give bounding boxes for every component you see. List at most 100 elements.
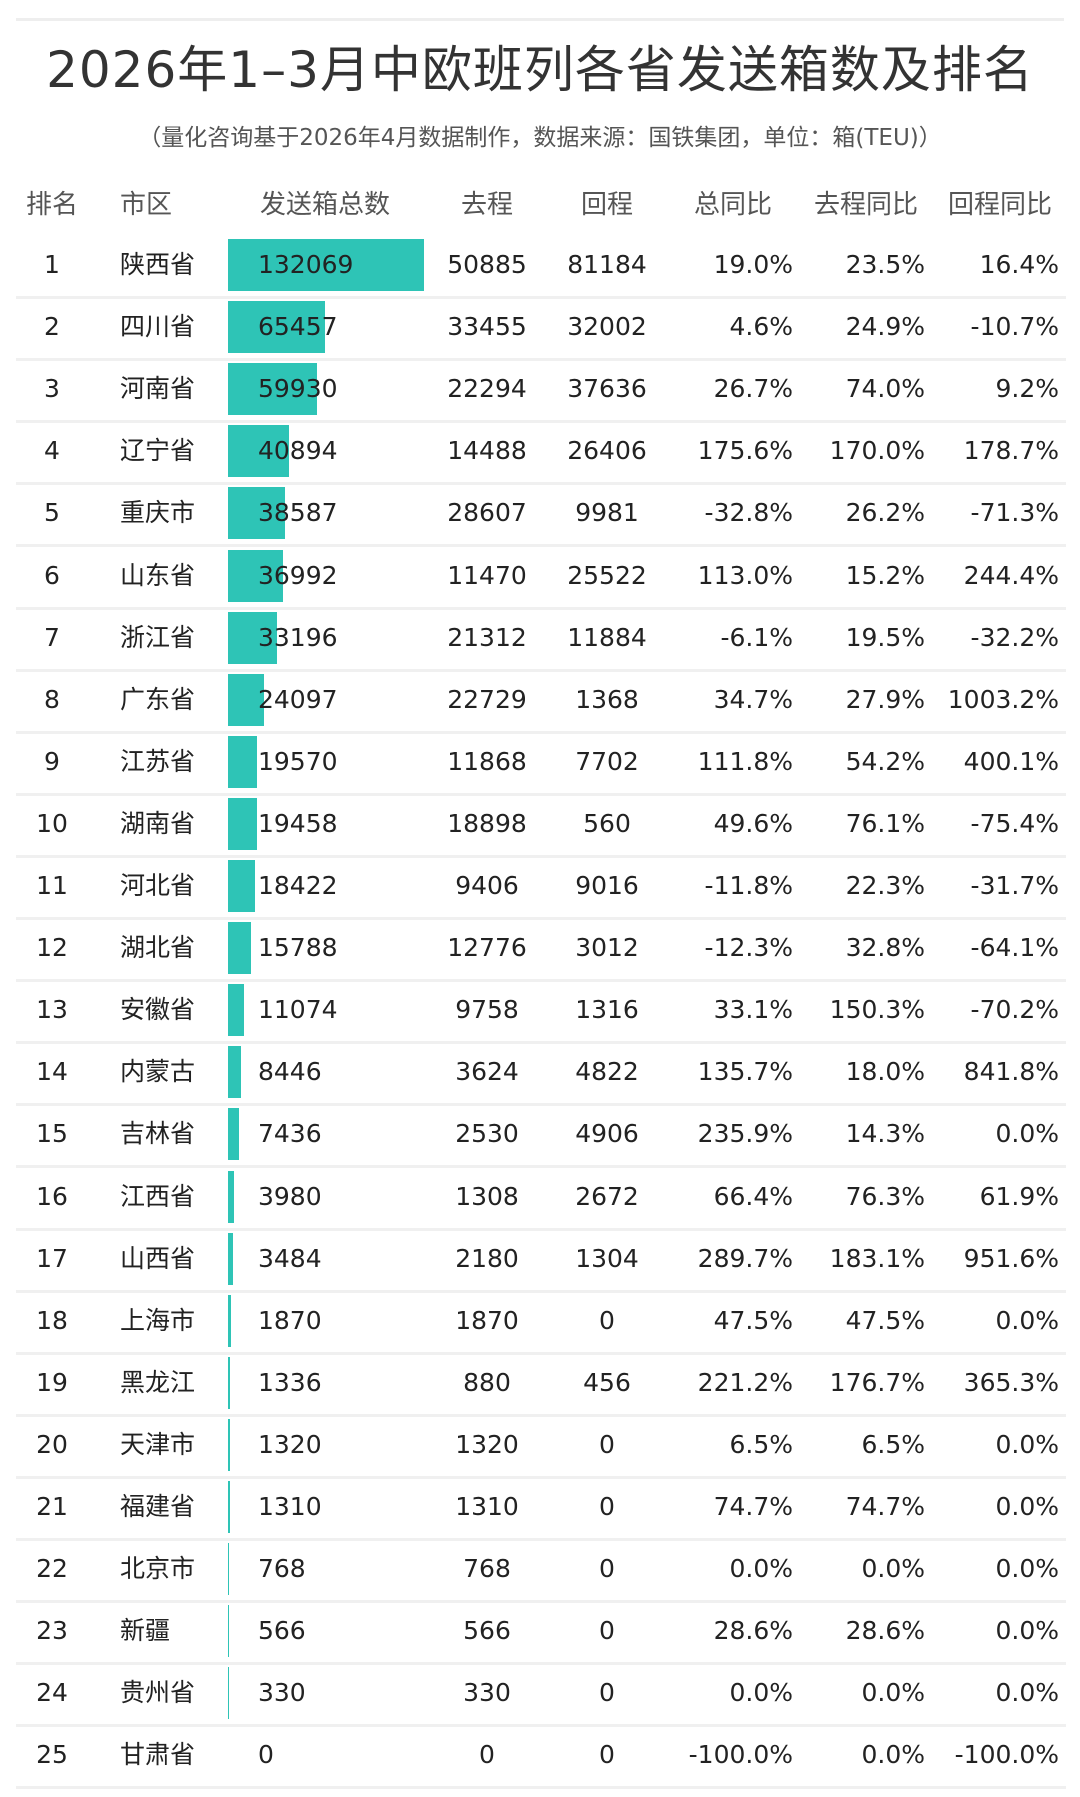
table-row: 21 福建省 1310 1310 0 74.7% 74.7% 0.0% xyxy=(16,1476,1066,1541)
cell-region: 内蒙古 xyxy=(120,1057,196,1087)
total-bar xyxy=(228,860,256,912)
cell-rank: 19 xyxy=(36,1367,68,1397)
cell-total-yoy: 6.5% xyxy=(729,1429,793,1459)
cell-rank: 8 xyxy=(44,684,60,714)
cell-inbound: 7702 xyxy=(575,746,639,776)
cell-outbound: 33455 xyxy=(447,312,527,342)
cell-inbound: 1304 xyxy=(575,1243,639,1273)
cell-outbound-yoy: 176.7% xyxy=(829,1367,925,1397)
cell-inbound: 81184 xyxy=(567,250,647,279)
total-bar xyxy=(228,673,264,726)
cell-outbound: 12776 xyxy=(447,933,527,963)
cell-outbound-yoy: 28.6% xyxy=(845,1616,925,1646)
cell-rank: 2 xyxy=(44,312,60,342)
cell-outbound: 11470 xyxy=(447,560,527,590)
cell-inbound-yoy: 0.0% xyxy=(995,1678,1059,1708)
cell-total-yoy: -11.8% xyxy=(704,871,793,900)
cell-region: 江苏省 xyxy=(120,746,196,776)
table-row: 24 贵州省 330 330 0 0.0% 0.0% 0.0% xyxy=(16,1662,1066,1728)
column-header: 回程同比 xyxy=(947,190,1052,220)
cell-inbound: 0 xyxy=(599,1616,615,1646)
cell-region: 贵州省 xyxy=(120,1678,196,1708)
cell-rank: 22 xyxy=(36,1554,68,1584)
table-row: 8 广东省 24097 22729 1368 34.7% 27.9% 1003.2% xyxy=(16,669,1066,734)
total-bar xyxy=(228,1605,229,1658)
cell-rank: 11 xyxy=(36,871,68,900)
total-bar xyxy=(228,1046,241,1099)
column-header: 市区 xyxy=(120,190,173,220)
total-bar xyxy=(228,922,252,975)
top-divider xyxy=(16,18,1064,21)
column-header: 去程 xyxy=(460,190,513,220)
cell-total-yoy: 135.7% xyxy=(697,1057,793,1087)
cell-total: 1336 xyxy=(258,1367,322,1397)
cell-inbound: 1368 xyxy=(575,684,639,714)
cell-region: 浙江省 xyxy=(120,622,196,652)
cell-total-yoy: 26.7% xyxy=(713,374,793,404)
table-row: 22 北京市 768 768 0 0.0% 0.0% 0.0% xyxy=(16,1538,1066,1604)
cell-inbound-yoy: -64.1% xyxy=(970,933,1059,963)
cell-inbound: 0 xyxy=(599,1305,615,1335)
cell-rank: 17 xyxy=(36,1243,68,1273)
cell-region: 陕西省 xyxy=(120,250,196,279)
cell-inbound-yoy: -31.7% xyxy=(970,871,1059,900)
cell-region: 重庆市 xyxy=(120,498,196,528)
total-bar xyxy=(228,1170,234,1223)
cell-inbound: 3012 xyxy=(575,933,639,963)
total-bar xyxy=(228,549,283,602)
cell-total-yoy: 113.0% xyxy=(697,560,793,590)
cell-rank: 16 xyxy=(36,1181,68,1211)
cell-outbound: 330 xyxy=(463,1678,511,1708)
cell-inbound-yoy: 841.8% xyxy=(963,1057,1059,1087)
cell-total: 768 xyxy=(258,1554,306,1584)
cell-outbound: 880 xyxy=(463,1367,511,1397)
cell-region: 江西省 xyxy=(120,1181,196,1211)
table-row: 23 新疆 566 566 0 28.6% 28.6% 0.0% xyxy=(16,1600,1066,1666)
table-row: 6 山东省 36992 11470 25522 113.0% 15.2% 244.4% xyxy=(16,545,1066,610)
cell-region: 河北省 xyxy=(120,871,196,900)
table-row: 15 吉林省 7436 2530 4906 235.9% 14.3% 0.0% xyxy=(16,1103,1066,1169)
table-row: 10 湖南省 19458 18898 560 49.6% 76.1% -75.4% xyxy=(16,793,1066,858)
total-bar xyxy=(228,797,257,850)
cell-inbound-yoy: 0.0% xyxy=(995,1492,1059,1521)
cell-inbound: 26406 xyxy=(567,436,647,466)
column-header: 去程同比 xyxy=(813,190,918,220)
cell-rank: 10 xyxy=(36,808,68,838)
cell-outbound: 566 xyxy=(463,1616,511,1646)
cell-outbound-yoy: 26.2% xyxy=(845,498,925,528)
table-row: 2 四川省 65457 33455 32002 4.6% 24.9% -10.7% xyxy=(16,296,1066,362)
cell-outbound-yoy: 150.3% xyxy=(829,995,925,1025)
total-bar xyxy=(228,1543,230,1596)
cell-total: 3484 xyxy=(258,1243,322,1273)
cell-total: 1870 xyxy=(258,1305,322,1335)
total-bar xyxy=(228,1356,230,1409)
cell-rank: 6 xyxy=(44,560,60,590)
cell-rank: 5 xyxy=(44,498,60,528)
cell-inbound: 37636 xyxy=(567,374,647,404)
cell-outbound-yoy: 14.3% xyxy=(845,1119,925,1149)
cell-outbound: 768 xyxy=(463,1554,511,1584)
cell-inbound: 4822 xyxy=(575,1057,639,1087)
cell-outbound: 2530 xyxy=(455,1119,519,1149)
total-bar xyxy=(228,301,326,354)
cell-total: 7436 xyxy=(258,1119,322,1149)
total-bar xyxy=(228,239,424,291)
total-bar xyxy=(228,1481,230,1533)
total-bar xyxy=(228,611,278,664)
cell-region: 福建省 xyxy=(120,1492,196,1521)
cell-total: 1320 xyxy=(258,1429,322,1459)
cell-rank: 14 xyxy=(36,1057,68,1087)
cell-outbound: 22729 xyxy=(447,684,527,714)
cell-outbound-yoy: 0.0% xyxy=(861,1678,925,1708)
table-row: 1 陕西省 132069 50885 81184 19.0% 23.5% 16.4% xyxy=(16,234,1066,299)
cell-inbound-yoy: -70.2% xyxy=(970,995,1059,1025)
column-header: 总同比 xyxy=(693,190,772,220)
cell-total: 330 xyxy=(258,1678,306,1708)
cell-inbound: 0 xyxy=(599,1740,615,1770)
table-row: 11 河北省 18422 9406 9016 -11.8% 22.3% -31.7% xyxy=(16,855,1066,920)
cell-total-yoy: -32.8% xyxy=(704,498,793,528)
cell-inbound: 0 xyxy=(599,1492,615,1521)
cell-region: 山东省 xyxy=(120,560,196,590)
cell-total-yoy: 4.6% xyxy=(729,312,793,342)
cell-total: 59930 xyxy=(258,374,338,404)
